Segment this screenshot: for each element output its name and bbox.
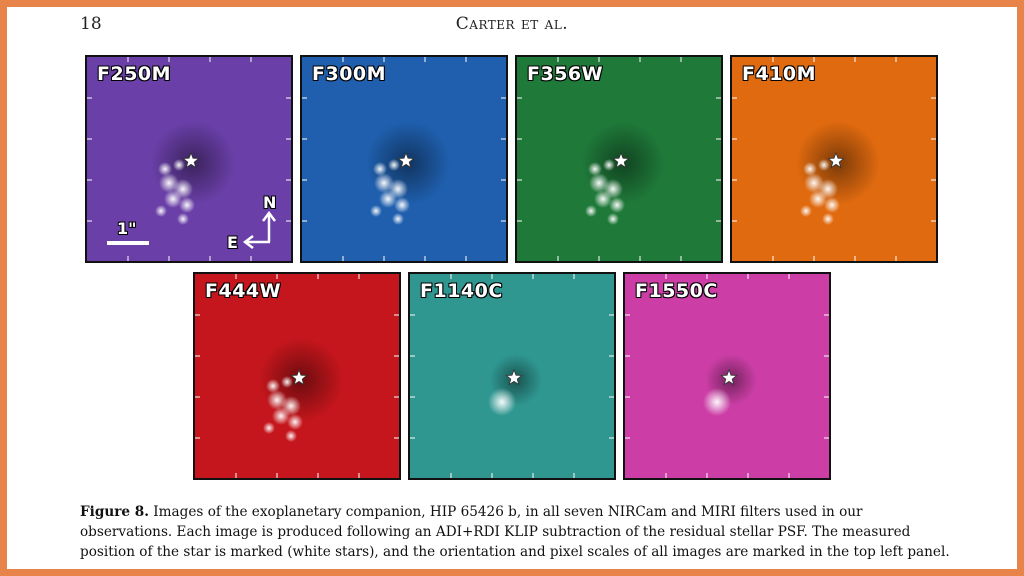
companion-signal — [155, 205, 167, 217]
companion-signal — [370, 205, 382, 217]
companion-signal — [609, 197, 625, 213]
panel-image — [517, 57, 721, 261]
star-marker-icon — [182, 151, 200, 169]
panel-filter-label: F300M — [312, 63, 387, 85]
companion-signal — [585, 205, 597, 217]
companion-signal — [824, 197, 840, 213]
companion-signal — [392, 213, 404, 225]
panel-image — [87, 57, 291, 261]
compass-arrows-icon — [242, 210, 276, 249]
companion-signal — [379, 190, 397, 208]
companion-signal — [287, 414, 303, 430]
star-marker-icon — [720, 368, 738, 386]
companion-signal — [800, 205, 812, 217]
star-marker-icon — [290, 368, 308, 386]
companion-signal — [281, 376, 293, 388]
panel-filter-label: F444W — [205, 280, 282, 302]
companion-signal — [158, 162, 172, 176]
running-head: Carter et al. — [455, 14, 569, 34]
companion-signal — [803, 162, 817, 176]
panel-image — [410, 274, 614, 478]
caption-label: Figure 8. — [80, 504, 149, 520]
companion-signal — [179, 197, 195, 213]
star-marker-icon — [612, 151, 630, 169]
panel-f444w: F444W — [193, 272, 401, 480]
companion-signal — [603, 159, 615, 171]
page-number: 18 — [80, 14, 102, 34]
scale-bar — [107, 241, 149, 245]
compass-east-label: E — [227, 233, 238, 252]
panel-image — [195, 274, 399, 478]
panel-f250m: F250M 1" N E — [85, 55, 293, 263]
scale-bar-label: 1" — [117, 219, 137, 238]
panel-filter-label: F410M — [742, 63, 817, 85]
companion-signal — [285, 430, 297, 442]
star-marker-icon — [505, 368, 523, 386]
panel-f1140c: F1140C — [408, 272, 616, 480]
companion-signal — [594, 190, 612, 208]
panel-f356w: F356W — [515, 55, 723, 263]
companion-signal — [272, 407, 290, 425]
panel-image — [302, 57, 506, 261]
companion-signal — [394, 197, 410, 213]
panel-filter-label: F1140C — [420, 280, 503, 302]
panel-filter-label: F356W — [527, 63, 604, 85]
companion-signal — [822, 213, 834, 225]
panel-filter-label: F1550C — [635, 280, 718, 302]
panel-image — [732, 57, 936, 261]
panel-f300m: F300M — [300, 55, 508, 263]
companion-signal — [373, 162, 387, 176]
companion-signal — [703, 388, 731, 416]
companion-signal — [588, 162, 602, 176]
companion-signal — [263, 422, 275, 434]
companion-signal — [164, 190, 182, 208]
panel-f1550c: F1550C — [623, 272, 831, 480]
star-marker-icon — [397, 151, 415, 169]
panel-f410m: F410M — [730, 55, 938, 263]
caption-text: Images of the exoplanetary companion, HI… — [80, 504, 950, 560]
companion-signal — [388, 159, 400, 171]
companion-signal — [173, 159, 185, 171]
figure-caption: Figure 8. Images of the exoplanetary com… — [80, 502, 950, 562]
companion-signal — [809, 190, 827, 208]
companion-signal — [266, 379, 280, 393]
companion-signal — [818, 159, 830, 171]
panel-filter-label: F250M — [97, 63, 172, 85]
companion-signal — [177, 213, 189, 225]
compass-north-label: N — [263, 193, 277, 212]
companion-signal — [607, 213, 619, 225]
panel-image — [625, 274, 829, 478]
companion-signal — [488, 388, 516, 416]
star-marker-icon — [827, 151, 845, 169]
